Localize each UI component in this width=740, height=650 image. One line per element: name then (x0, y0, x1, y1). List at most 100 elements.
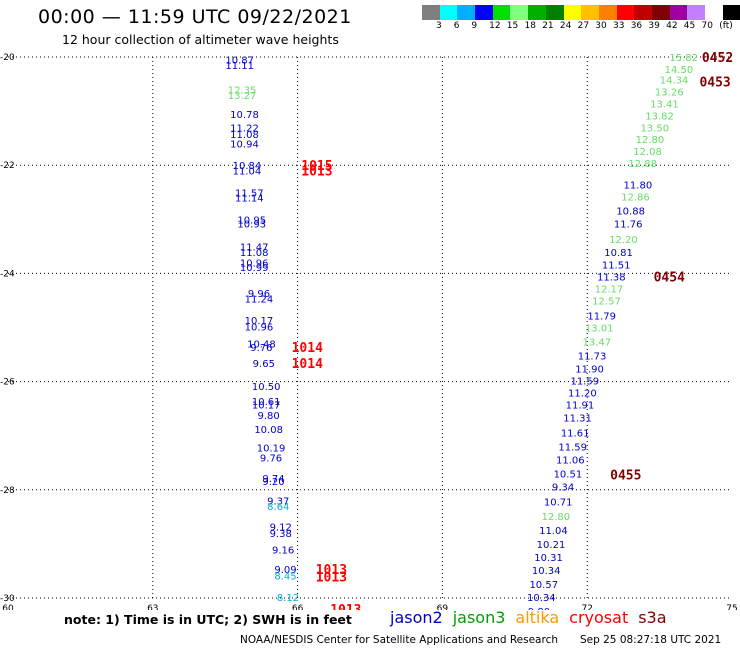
color-scale-labels: 3 6 9 12 15 18 21 24 27 30 33 36 39 42 45 70 (ft) (422, 21, 740, 33)
legend-item-altika: altika (515, 608, 560, 627)
swh-value: 10.93 (237, 220, 266, 231)
color-swatch (457, 5, 476, 20)
swh-value: 10.21 (537, 540, 566, 551)
color-scale-label: (ft) (719, 21, 733, 31)
pass-time-label: 1014 (292, 357, 323, 372)
swh-value: 9.16 (272, 545, 294, 556)
swh-value: 10.57 (529, 580, 558, 591)
swh-value: 11.14 (235, 194, 264, 205)
swh-value: 14.34 (660, 76, 689, 87)
swh-value: 12.20 (609, 235, 638, 246)
color-scale-bar (422, 5, 740, 20)
swh-value: 10.08 (254, 425, 283, 436)
swh-value: 10.34 (527, 593, 556, 604)
swh-value: 12.08 (633, 147, 662, 158)
swh-value: 12.88 (628, 159, 657, 170)
swh-value: 11.59 (570, 377, 599, 388)
swh-value: 11.91 (566, 400, 595, 411)
units-note: note: 1) Time is in UTC; 2) SWH is in fe… (64, 612, 352, 627)
swh-value: 11.51 (602, 261, 631, 272)
data-labels: 10.8711.1112.3513.2710.7811.2211.0810.94… (225, 51, 733, 610)
swh-value: 11.24 (245, 294, 274, 305)
color-scale-label: 45 (683, 21, 696, 31)
y-tick-label: -28 (0, 486, 15, 496)
swh-value: 12.57 (592, 296, 621, 307)
pass-time-label: 0455 (610, 469, 641, 484)
pass-time-label: 0454 (654, 271, 685, 286)
swh-value: 10.99 (240, 263, 269, 274)
chart-title: 00:00 — 11:59 UTC 09/22/2021 (38, 6, 352, 28)
swh-value: 15.82 (669, 53, 698, 64)
x-tick-label: 72 (581, 604, 592, 610)
x-tick-label: 63 (147, 604, 158, 610)
swh-value: 11.59 (558, 443, 587, 454)
swh-value: 12.17 (595, 285, 624, 296)
swh-value: 9.65 (253, 359, 275, 370)
color-swatch (722, 5, 740, 20)
color-swatch (634, 5, 652, 20)
color-scale-label: 21 (542, 21, 554, 31)
color-swatch (581, 5, 599, 20)
swh-value: 13.47 (583, 338, 612, 349)
swh-value: 10.81 (604, 248, 633, 259)
x-tick-label: 75 (726, 604, 737, 610)
swh-value: 12.80 (542, 512, 571, 523)
pass-time-label: 1012 (330, 609, 361, 610)
color-swatch (422, 5, 440, 20)
x-tick-label: 66 (292, 604, 304, 610)
satellite-legend: jason2 jason3 altika cryosat s3a (390, 608, 677, 627)
swh-value: 8.21 (277, 609, 299, 610)
swh-value: 11.80 (624, 181, 653, 192)
swh-value: 13.50 (640, 123, 669, 134)
swh-value: 8.12 (277, 593, 299, 604)
swh-value: 10.78 (230, 110, 259, 121)
swh-value: 11.47 (240, 242, 269, 253)
swh-value: 8.64 (267, 502, 289, 513)
swh-value: 11.20 (568, 388, 597, 399)
swh-value: 10.88 (616, 207, 645, 218)
swh-value: 9.80 (258, 411, 280, 422)
swh-value: 11.06 (556, 456, 585, 467)
swh-value: 10.17 (245, 316, 274, 327)
swh-value: 13.82 (645, 111, 674, 122)
color-scale-label: 30 (595, 21, 607, 31)
swh-value: 12.86 (621, 193, 650, 204)
swh-value: 9.76 (260, 453, 282, 464)
color-scale-label: 24 (559, 21, 572, 31)
swh-value: 10.48 (247, 340, 276, 351)
color-swatch (492, 5, 511, 20)
swh-value: 10.50 (252, 382, 281, 393)
pass-time-label: 1013 (301, 165, 332, 180)
y-tick-label: -22 (0, 161, 15, 171)
legend-item-s3a: s3a (638, 608, 667, 627)
swh-value: 9.96 (248, 289, 270, 300)
color-scale-label: 70 (701, 21, 713, 31)
y-tick-label: -20 (0, 53, 15, 63)
swh-value: 9.74 (262, 474, 284, 485)
color-swatch (528, 5, 546, 20)
swh-value: 11.04 (233, 167, 262, 178)
pass-time-label: 1013 (316, 563, 347, 578)
color-scale-label: 42 (666, 21, 678, 31)
color-swatch (439, 5, 458, 20)
swh-value: 9.34 (552, 483, 574, 494)
swh-value: 8.45 (274, 571, 296, 582)
swh-value: 10.96 (240, 259, 269, 270)
swh-value: 10.31 (534, 553, 563, 564)
y-tick-label: -24 (0, 269, 15, 279)
swh-value: 11.11 (225, 61, 254, 72)
swh-value: 10.61 (252, 397, 281, 408)
swh-value: 10.34 (532, 566, 561, 577)
grid-lines (8, 56, 732, 599)
swh-value: 10.17 (252, 400, 281, 411)
swh-value: 10.87 (225, 56, 254, 67)
color-swatch (475, 5, 493, 20)
swh-value: 10.51 (554, 470, 583, 481)
swh-value: 12.80 (636, 135, 665, 146)
color-scale-label: 12 (489, 21, 501, 31)
color-swatch (705, 5, 723, 20)
legend-item-cryosat: cryosat (569, 608, 629, 627)
color-scale-label: 36 (630, 21, 643, 31)
